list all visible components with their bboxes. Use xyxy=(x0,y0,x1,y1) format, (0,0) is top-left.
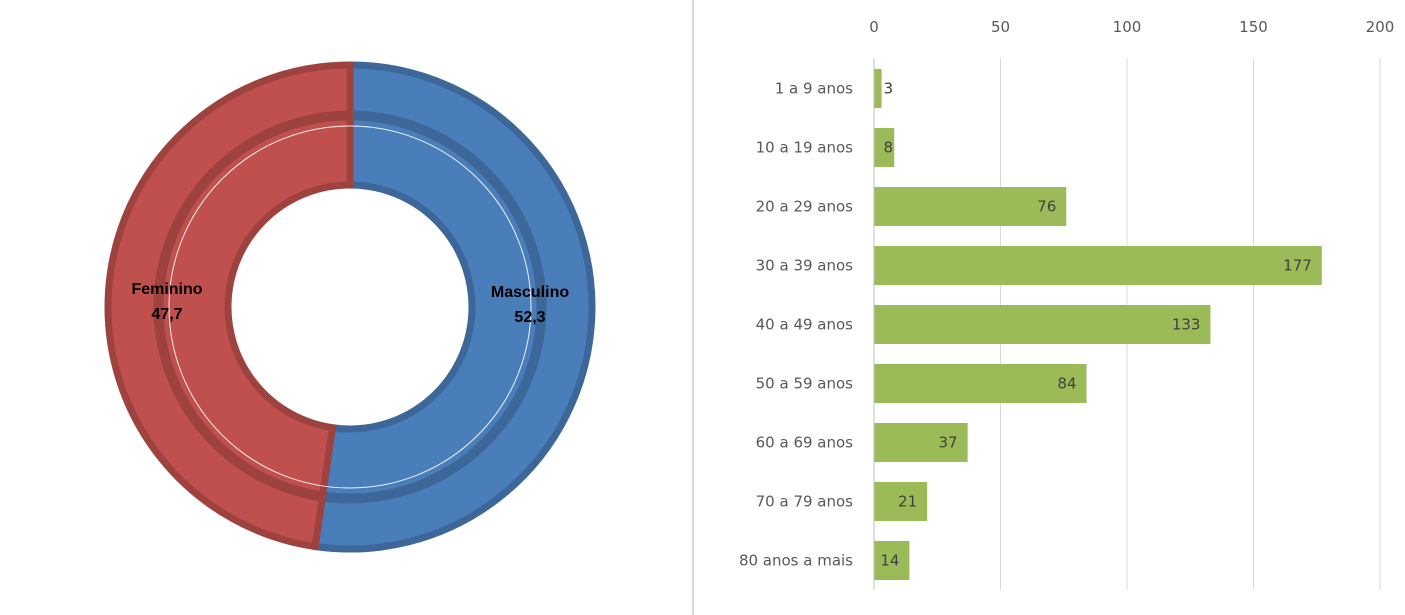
bar-value-label-5: 84 xyxy=(1057,375,1076,393)
bar-8 xyxy=(874,541,910,580)
bar-2 xyxy=(874,187,1067,226)
category-label-5: 50 a 59 anos xyxy=(756,375,854,393)
bar-value-label-8: 14 xyxy=(880,552,899,570)
bar-value-label-1: 8 xyxy=(883,139,893,157)
bar-0 xyxy=(874,69,882,108)
x-tick-label-0: 0 xyxy=(869,18,879,36)
category-label-8: 80 anos a mais xyxy=(739,552,853,570)
donut-chart: Masculino 52,3 Feminino 47,7 xyxy=(104,61,596,553)
category-label-0: 1 a 9 anos xyxy=(775,80,853,98)
bar-value-label-0: 3 xyxy=(884,80,894,98)
slice-label-masculino: Masculino xyxy=(491,284,569,301)
inner-slice-masculino xyxy=(318,113,544,501)
bar-value-label-4: 133 xyxy=(1172,316,1201,334)
category-label-1: 10 a 19 anos xyxy=(756,139,854,157)
category-label-6: 60 a 69 anos xyxy=(756,434,854,452)
slice-value-masculino: 52,3 xyxy=(514,309,545,326)
bar-3 xyxy=(874,246,1322,285)
bar-value-label-3: 177 xyxy=(1283,257,1312,275)
donut-chart-panel: Masculino 52,3 Feminino 47,7 xyxy=(0,0,693,615)
category-label-7: 70 a 79 anos xyxy=(756,493,854,511)
bar-chart: 0 50 100 150 200 1 a 9 anos 3 10 a 19 anos 8 20 a… xyxy=(739,18,1395,590)
slice-value-feminino: 47,7 xyxy=(151,306,182,323)
bar-4 xyxy=(874,305,1211,344)
panel-divider xyxy=(692,0,694,615)
x-tick-label-200: 200 xyxy=(1366,18,1395,36)
bar-value-label-7: 21 xyxy=(898,493,917,511)
bar-5 xyxy=(874,364,1087,403)
bar-1 xyxy=(874,128,895,167)
x-tick-label-150: 150 xyxy=(1239,18,1268,36)
category-label-2: 20 a 29 anos xyxy=(756,198,854,216)
ring-separator xyxy=(168,125,532,489)
bar-6 xyxy=(874,423,968,462)
bar-value-label-2: 76 xyxy=(1037,198,1056,216)
category-label-4: 40 a 49 anos xyxy=(756,316,854,334)
slice-label-feminino: Feminino xyxy=(131,281,202,298)
bar-value-label-6: 37 xyxy=(939,434,958,452)
x-tick-label-100: 100 xyxy=(1113,18,1142,36)
category-label-3: 30 a 39 anos xyxy=(756,257,854,275)
bar-chart-panel: 0 50 100 150 200 1 a 9 anos 3 10 a 19 anos 8 20 a… xyxy=(695,0,1405,615)
inner-slice-feminino xyxy=(156,113,354,499)
x-tick-label-50: 50 xyxy=(991,18,1010,36)
bar-7 xyxy=(874,482,928,521)
